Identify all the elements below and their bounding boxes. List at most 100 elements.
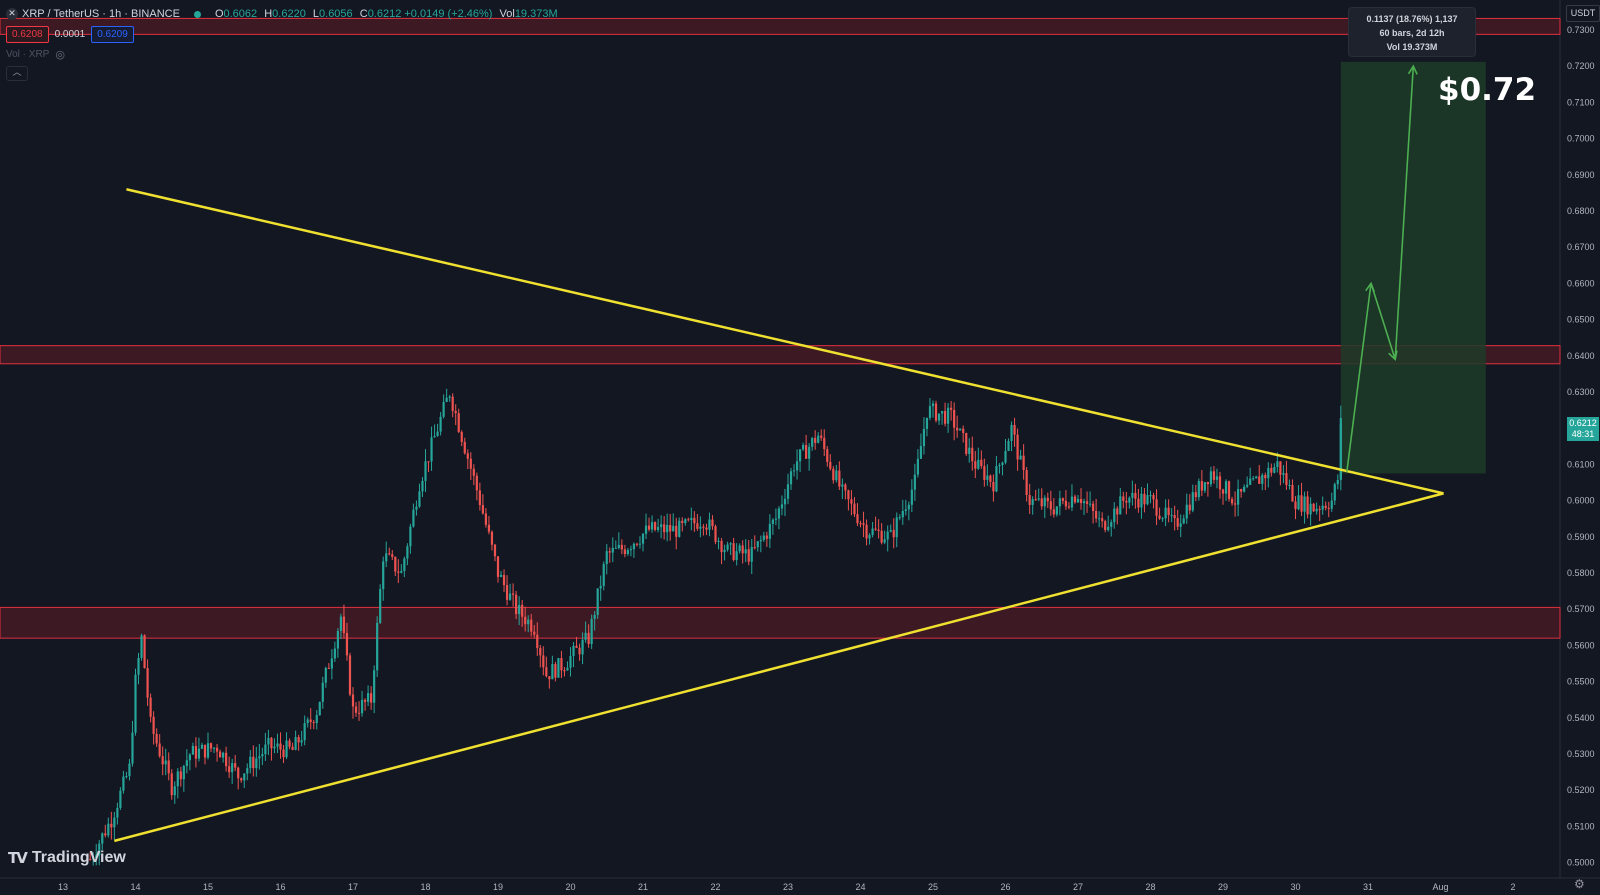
candle-body — [1119, 496, 1122, 515]
candle-body — [805, 444, 808, 459]
candle-body — [1200, 481, 1203, 491]
candle-body — [237, 767, 240, 779]
price-tick-label: 0.6500 — [1567, 315, 1595, 325]
candle-body — [481, 505, 484, 514]
candle-body — [261, 754, 264, 757]
candle-body — [273, 746, 276, 749]
candle-body — [222, 752, 225, 758]
candle-body — [768, 523, 771, 539]
price-tick-label: 0.6600 — [1567, 278, 1595, 288]
candle-body — [324, 668, 327, 683]
resistance-zone-3 — [0, 606, 1561, 639]
candle-body — [1185, 504, 1188, 519]
tradingview-logo-icon: TV — [8, 849, 28, 867]
candle-body — [403, 558, 406, 571]
candle-body — [672, 525, 675, 532]
candle-body — [367, 693, 370, 702]
candle-body — [608, 551, 611, 553]
candle-body — [838, 470, 841, 487]
candle-body — [1134, 492, 1137, 499]
date-tick-label: 25 — [928, 882, 938, 892]
volume-indicator-legend[interactable]: Vol · XRP ◎ — [6, 48, 65, 61]
candle-body — [995, 466, 998, 492]
candle-body — [992, 481, 995, 492]
candle-body — [759, 539, 762, 542]
candle-body — [1082, 501, 1086, 504]
quick-trade: 0.6208 0.0001 0.6209 — [6, 26, 134, 43]
candle-body — [856, 514, 859, 524]
candle-body — [466, 453, 469, 459]
date-tick-label: 23 — [783, 882, 793, 892]
candle-body — [1309, 503, 1312, 515]
symbol-title[interactable]: XRP / TetherUS · 1h · BINANCE — [22, 8, 180, 20]
candle-body — [916, 458, 919, 475]
candle-body — [735, 551, 738, 560]
candle-body — [200, 744, 204, 749]
candle-body — [1321, 505, 1324, 510]
last-price-value: 0.6212 — [1569, 418, 1597, 428]
candle-body — [333, 648, 336, 659]
eye-hidden-icon[interactable]: ◎ — [55, 48, 65, 61]
candle-body — [629, 549, 633, 551]
candle-body — [720, 540, 723, 553]
candle-body — [1149, 495, 1152, 497]
price-tick-label: 0.5100 — [1567, 821, 1595, 831]
buy-price-button[interactable]: 0.6209 — [91, 26, 134, 43]
candle-body — [409, 526, 412, 547]
chart-legend: ✕ XRP / TetherUS · 1h · BINANCE O0.6062 … — [6, 6, 558, 22]
candle-body — [125, 776, 128, 778]
date-tick-label: 2 — [1510, 882, 1515, 892]
gear-icon[interactable]: ⚙ — [1574, 877, 1585, 891]
candle-body — [288, 740, 291, 747]
candle-body — [741, 545, 744, 554]
candle-body — [560, 658, 563, 671]
candle-body — [653, 522, 657, 530]
last-price-badge: 0.6212 48:31 — [1567, 417, 1599, 441]
price-tick-label: 0.7200 — [1567, 61, 1595, 71]
candle-body — [240, 778, 243, 781]
candle-body — [635, 543, 639, 545]
candle-body — [496, 556, 500, 577]
xrp-icon: ✕ — [6, 8, 18, 20]
candle-body — [771, 519, 774, 524]
candle-body — [206, 743, 210, 758]
candle-body — [1209, 471, 1213, 485]
date-tick-label: 18 — [420, 882, 430, 892]
candle-body — [101, 833, 104, 844]
price-tick-label: 0.7100 — [1567, 97, 1595, 107]
candle-body — [632, 543, 636, 550]
candle-body — [1188, 504, 1191, 511]
candle-body — [847, 490, 850, 500]
candle-body — [681, 520, 684, 524]
chevron-up-icon[interactable]: ︿ — [6, 66, 28, 81]
candle-body — [898, 517, 901, 519]
candle-body — [116, 807, 119, 818]
candle-body — [663, 524, 666, 533]
candle-body — [376, 622, 379, 671]
candle-body — [321, 682, 324, 702]
candle-body — [753, 547, 756, 549]
candle-body — [811, 438, 814, 447]
candle-body — [922, 428, 926, 447]
candle-body — [542, 655, 545, 668]
candle-body — [738, 545, 741, 552]
candle-body — [430, 437, 433, 462]
candle-body — [1095, 511, 1098, 519]
currency-selector[interactable]: USDT — [1566, 5, 1600, 22]
tradingview-logo[interactable]: TV TradingView — [8, 849, 126, 867]
candle-body — [883, 539, 886, 543]
candle-body — [1246, 484, 1249, 487]
candle-body — [980, 459, 983, 467]
candle-body — [1004, 450, 1007, 463]
candle-body — [1294, 501, 1297, 510]
price-tick-label: 0.5300 — [1567, 749, 1595, 759]
candle-body — [119, 790, 122, 808]
candle-body — [983, 466, 986, 480]
sell-price-button[interactable]: 0.6208 — [6, 26, 49, 43]
bar-countdown: 48:31 — [1571, 429, 1595, 439]
candle-body — [826, 449, 829, 462]
open-value: 0.6062 — [223, 8, 258, 20]
candle-body — [439, 416, 442, 432]
projection-arrowhead — [1365, 281, 1376, 293]
